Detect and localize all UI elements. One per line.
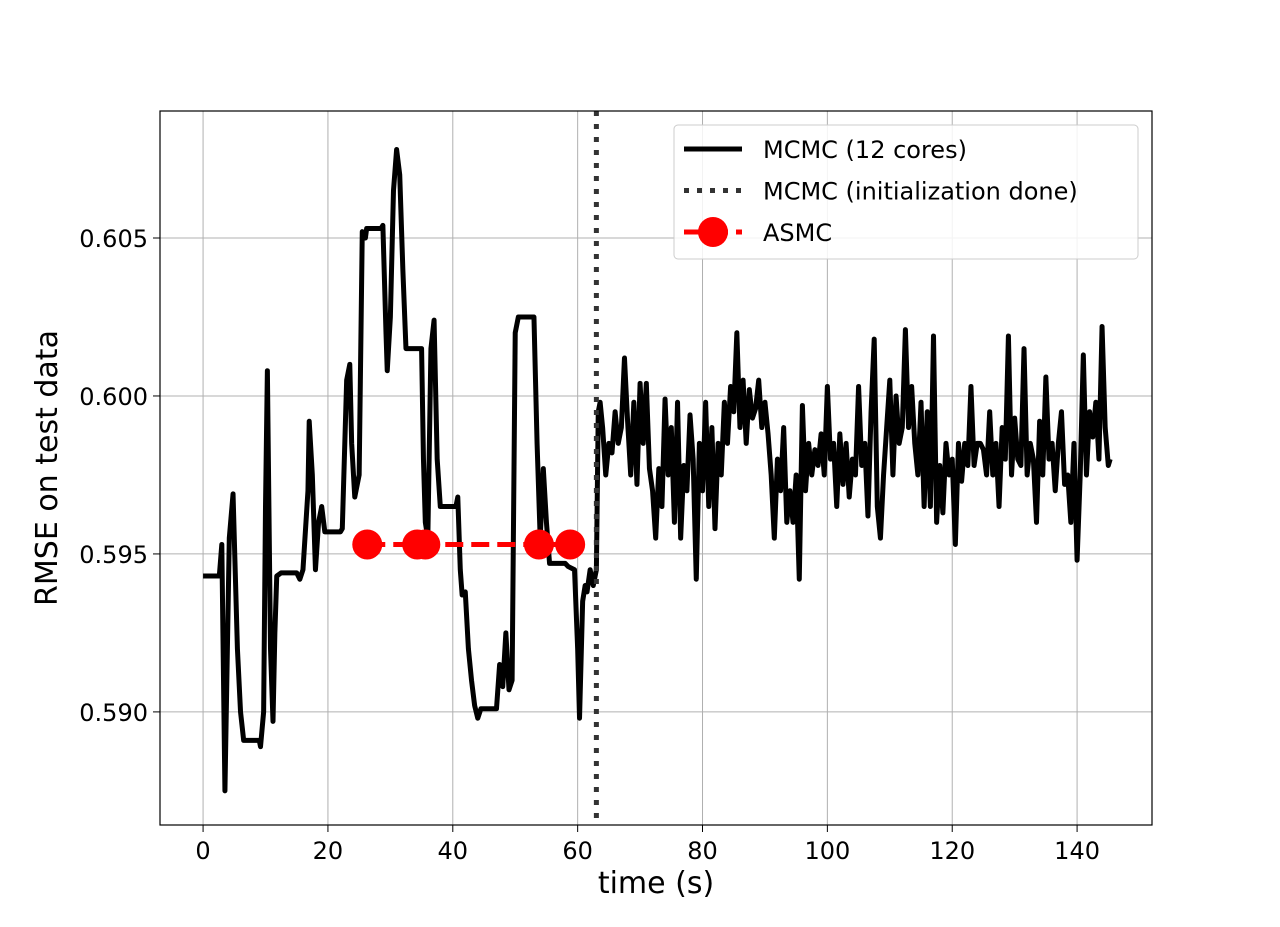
legend-marker bbox=[698, 217, 728, 247]
y-axis-label: RMSE on test data bbox=[30, 330, 65, 606]
y-tick-label: 0.605 bbox=[79, 225, 148, 253]
y-tick-label: 0.590 bbox=[79, 699, 148, 727]
y-tick-label: 0.600 bbox=[79, 383, 148, 411]
x-tick-label: 60 bbox=[562, 837, 593, 865]
marker bbox=[410, 529, 441, 560]
x-tick-label: 20 bbox=[313, 837, 344, 865]
marker bbox=[352, 529, 383, 560]
x-tick-label: 0 bbox=[195, 837, 210, 865]
x-tick-label: 80 bbox=[687, 837, 718, 865]
marker bbox=[555, 529, 586, 560]
legend-label: MCMC (12 cores) bbox=[763, 136, 967, 164]
series-line bbox=[203, 147, 1113, 794]
x-tick-label: 100 bbox=[804, 837, 850, 865]
x-axis-label: time (s) bbox=[598, 866, 714, 901]
axes-frame bbox=[159, 110, 1153, 826]
x-tick-label: 40 bbox=[438, 837, 469, 865]
x-tick-label: 140 bbox=[1054, 837, 1100, 865]
x-tick-label: 120 bbox=[929, 837, 975, 865]
legend-box bbox=[673, 124, 1139, 260]
y-tick-label: 0.595 bbox=[79, 541, 148, 569]
marker bbox=[523, 529, 554, 560]
legend-label: ASMC bbox=[763, 219, 832, 247]
legend-label: MCMC (initialization done) bbox=[763, 178, 1078, 206]
